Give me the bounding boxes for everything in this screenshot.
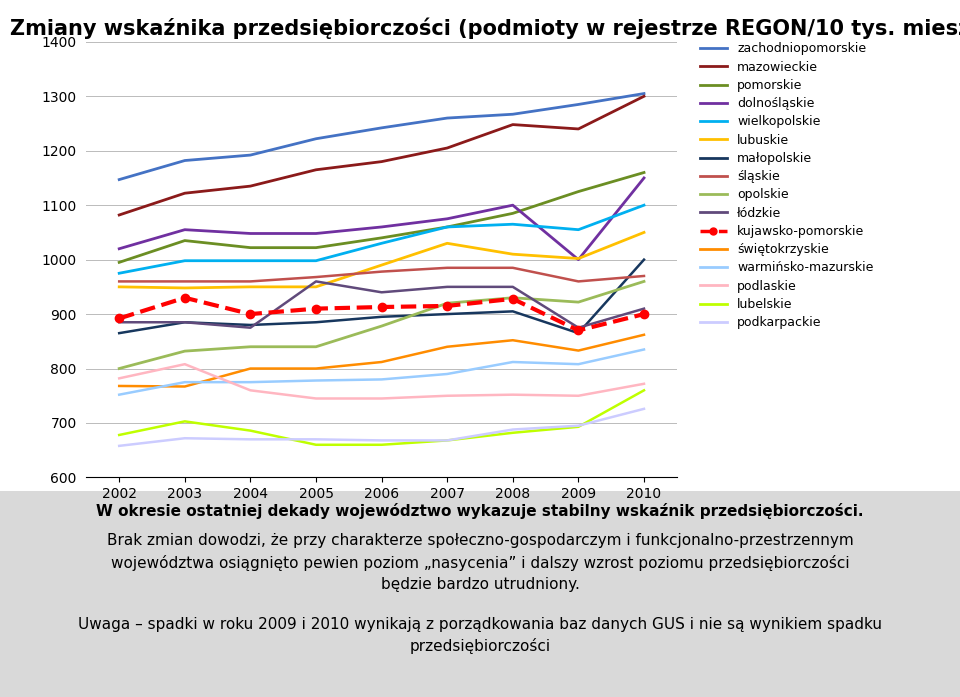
Text: Uwaga – spadki w roku 2009 i 2010 wynikają z porządkowania baz danych GUS i nie : Uwaga – spadki w roku 2009 i 2010 wynika… bbox=[78, 617, 882, 654]
Text: Brak zmian dowodzi, że przy charakterze społeczno-gospodarczym i funkcjonalno-pr: Brak zmian dowodzi, że przy charakterze … bbox=[107, 533, 853, 592]
Text: W okresie ostatniej dekady województwo wykazuje stabilny wskaźnik przedsiębiorcz: W okresie ostatniej dekady województwo w… bbox=[96, 503, 864, 519]
Legend: zachodniopomorskie, mazowieckie, pomorskie, dolnośląskie, wielkopolskie, lubuski: zachodniopomorskie, mazowieckie, pomorsk… bbox=[694, 38, 878, 335]
Text: Zmiany wskaźnika przedsiębiorczości (podmioty w rejestrze REGON/10 tys. mieszk.): Zmiany wskaźnika przedsiębiorczości (pod… bbox=[10, 17, 960, 39]
